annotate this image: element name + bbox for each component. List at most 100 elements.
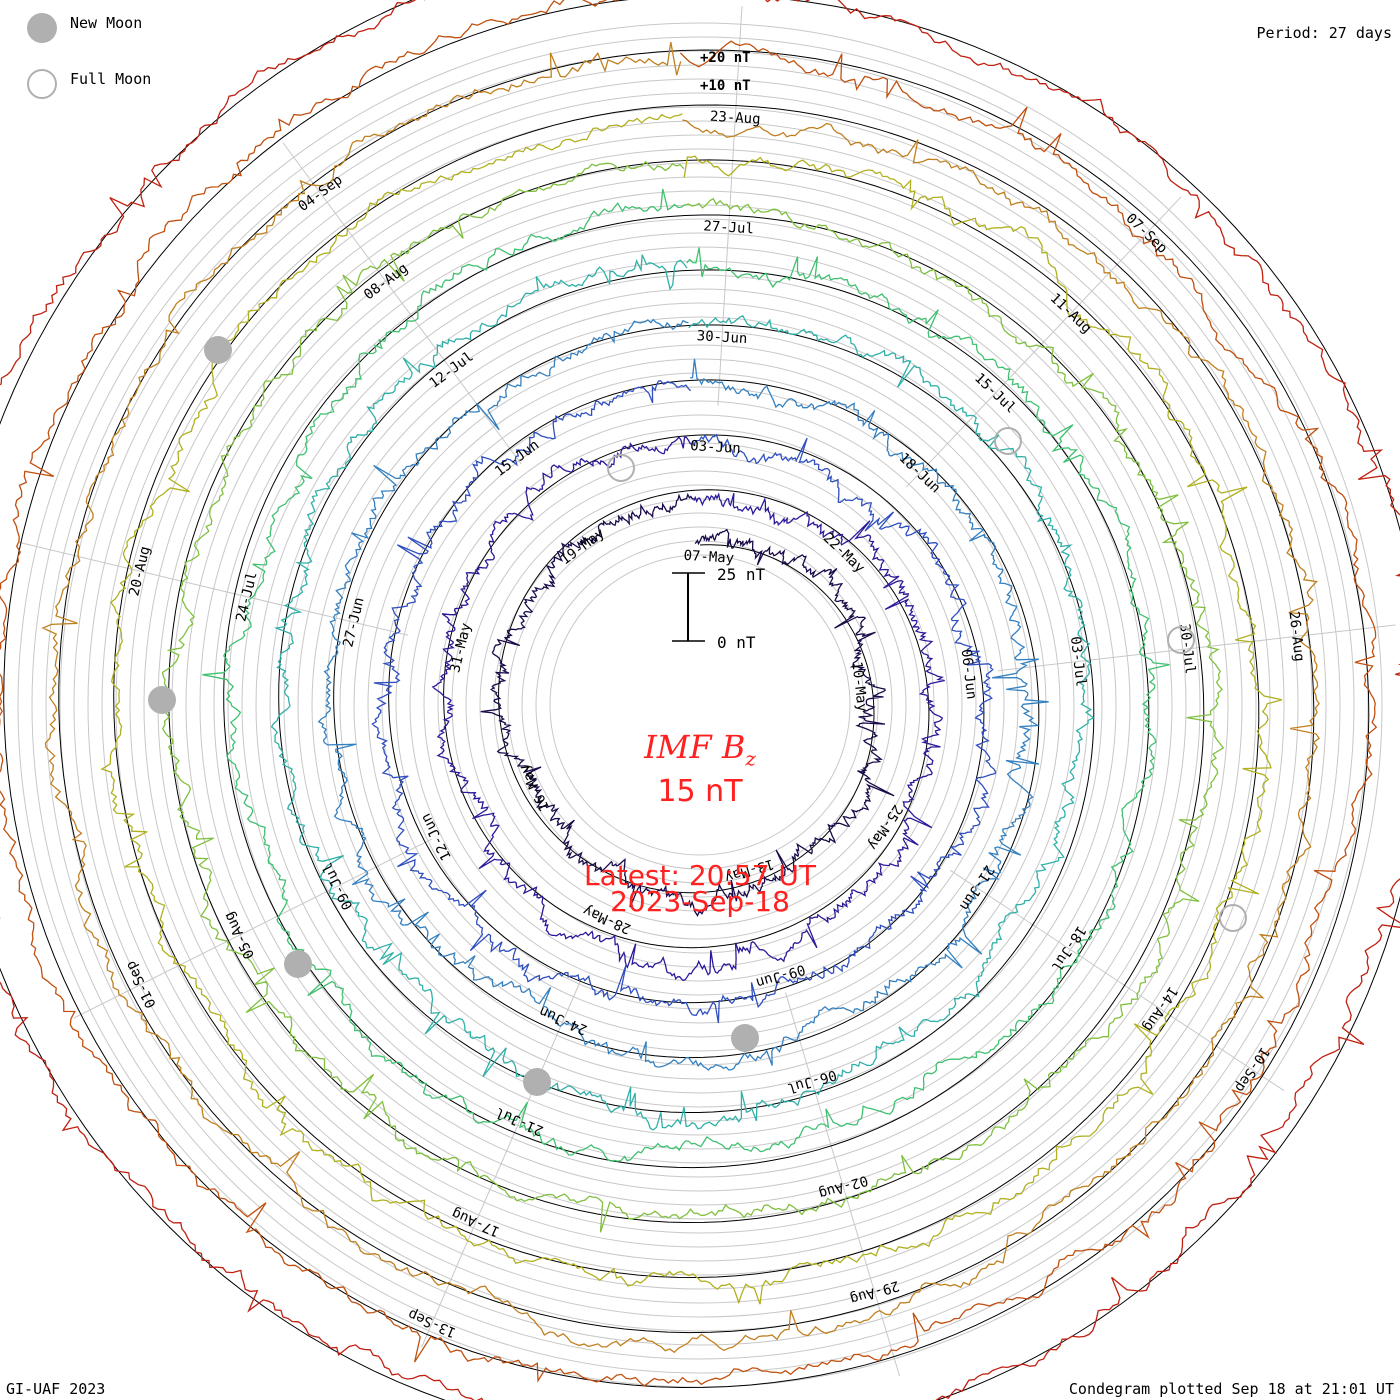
grid-circle <box>213 218 1187 1192</box>
grid-circles <box>17 22 1383 1388</box>
grid-spoke <box>785 992 901 1377</box>
grid-spoke <box>950 869 1285 1092</box>
full-moon-legend-label: Full Moon <box>70 70 152 88</box>
new-moon-legend-icon <box>27 13 57 43</box>
bz-trace-turn <box>371 380 997 1024</box>
bz-trace-turn <box>270 254 1095 1131</box>
date-label: 30-Jun <box>696 328 747 347</box>
footer-timestamp: Condegram plotted Sep 18 at 21:01 UT <box>1068 1380 1394 1398</box>
new-moon-marker <box>204 336 232 364</box>
date-label: 13-Sep <box>406 1306 459 1341</box>
grid-circle <box>479 484 921 926</box>
grid-circle <box>521 526 879 884</box>
date-label: 24-Jul <box>233 570 260 623</box>
grid-circle <box>325 330 1075 1080</box>
grid-spoke <box>717 6 743 406</box>
grid-circle <box>423 428 977 982</box>
date-label: 03-Jun <box>690 438 741 457</box>
bz-trace-turn <box>317 318 1049 1071</box>
scale-bar: 25 nT 0 nT <box>672 565 766 652</box>
new-moon-marker <box>523 1068 551 1096</box>
bz-trace-turn <box>202 188 1170 1162</box>
full-moon-legend-icon <box>27 69 57 99</box>
new-moon-legend-label: New Moon <box>70 14 143 32</box>
grid-spoke <box>73 838 432 1019</box>
date-label: 05-Aug <box>221 909 258 961</box>
grid-circle <box>507 512 893 898</box>
date-label: 29-Aug <box>848 1277 901 1307</box>
date-label: 07-May <box>683 548 734 567</box>
grid-circle <box>129 134 1271 1276</box>
bz-trace-turn <box>431 436 945 982</box>
grid-circle <box>339 344 1061 1066</box>
reference-label: +20 nT <box>700 50 751 66</box>
date-label: 26-Aug <box>1285 610 1307 662</box>
grid-spoke <box>997 624 1396 672</box>
scale-bar-top-label: 25 nT <box>717 565 766 584</box>
period-label: Period: 27 days <box>1256 24 1392 42</box>
bz-trace-turn <box>480 492 895 917</box>
grid-spoke <box>282 142 522 465</box>
chart-title-subscript: z <box>745 746 756 771</box>
new-moon-marker <box>148 686 176 714</box>
grid-circle <box>101 106 1299 1304</box>
date-label: 19-May <box>558 525 608 568</box>
date-label: 10-May <box>848 661 870 713</box>
chart-title-main: IMF B <box>644 728 746 766</box>
date-label: 17-Aug <box>449 1205 502 1240</box>
date-label: 23-Aug <box>710 109 761 128</box>
scale-bar-bottom-label: 0 nT <box>717 633 756 652</box>
moon-markers <box>148 336 1247 1096</box>
date-label: 12-Jun <box>418 811 455 863</box>
grid-circle <box>31 36 1369 1374</box>
footer-credit: GI-UAF 2023 <box>6 1380 106 1398</box>
full-moon-marker <box>994 427 1022 455</box>
reference-label: +10 nT <box>700 78 751 94</box>
grid-circle <box>353 358 1047 1052</box>
grid-circle <box>59 64 1341 1346</box>
bz-trace-turn <box>41 41 1320 1354</box>
grid-circle <box>297 302 1103 1108</box>
grid-circle <box>437 442 963 968</box>
grid-spokes <box>19 6 1396 1377</box>
grid-circle <box>549 554 851 856</box>
date-label: 09-Jun <box>754 961 807 991</box>
grid-circle <box>269 274 1131 1136</box>
full-moon-marker <box>607 454 635 482</box>
date-label: 03-Jul <box>1067 635 1089 687</box>
grid-spoke <box>19 541 409 636</box>
full-moon-marker <box>1167 626 1195 654</box>
grid-circle <box>283 288 1117 1122</box>
grid-spoke <box>421 980 582 1348</box>
bz-trace-turn <box>100 113 1283 1305</box>
grid-circle <box>227 232 1173 1178</box>
new-moon-marker <box>731 1024 759 1052</box>
grid-circle <box>241 246 1159 1164</box>
date-label: 06-Jun <box>958 648 980 700</box>
bz-trace-turn <box>161 160 1225 1233</box>
date-label: 27-Jul <box>703 218 754 237</box>
grid-circle <box>185 190 1215 1220</box>
date-label: 02-Aug <box>817 1172 870 1202</box>
date-label: 20-Aug <box>126 545 153 598</box>
latest-date: 2023-Sep-18 <box>610 885 790 918</box>
chart-title: IMF Bz <box>500 728 900 770</box>
latest-value: 15 nT <box>657 774 743 809</box>
grid-circle <box>143 148 1257 1262</box>
new-moon-marker <box>284 950 312 978</box>
grid-circle <box>87 92 1313 1318</box>
grid-circle <box>367 372 1033 1038</box>
grid-circle <box>311 316 1089 1094</box>
grid-circle <box>199 204 1201 1206</box>
grid-circle <box>535 540 865 870</box>
grid-circle <box>115 120 1285 1290</box>
bz-trace-turn <box>0 0 1378 1387</box>
date-label: 01-Sep <box>123 958 160 1010</box>
grid-circle <box>45 50 1355 1360</box>
grid-circle <box>73 78 1327 1332</box>
grid-circle <box>465 470 935 940</box>
grid-circle <box>409 414 991 996</box>
